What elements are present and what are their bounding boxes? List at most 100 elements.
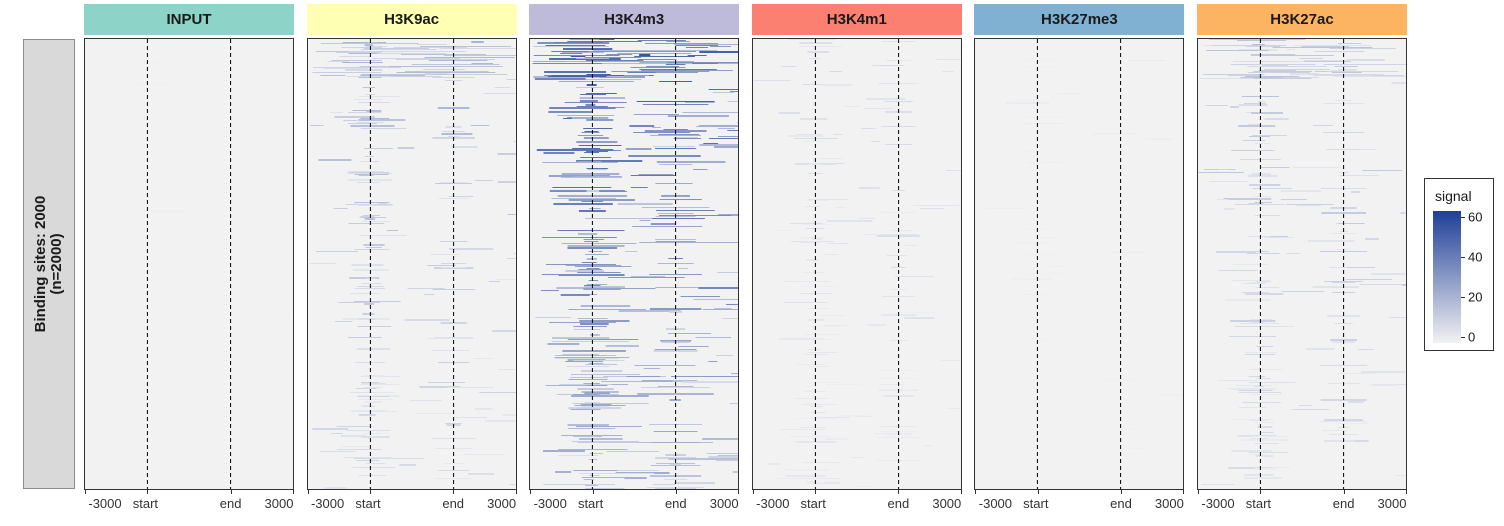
heatmap-cell xyxy=(130,390,163,391)
heatmap-cell xyxy=(666,41,690,42)
heatmap-cell xyxy=(357,326,391,327)
heatmap-cell xyxy=(855,486,872,487)
heatmap-cell xyxy=(505,79,516,80)
heatmap-cell xyxy=(659,215,732,216)
heatmap-cell xyxy=(419,46,511,47)
heatmap-cell xyxy=(1362,170,1403,171)
heatmap-cell xyxy=(1230,106,1239,108)
heatmap-cell xyxy=(674,482,716,484)
heatmap-cell xyxy=(497,181,516,183)
heatmap-cell xyxy=(576,106,608,108)
heatmap-cell xyxy=(687,55,707,56)
heatmap-cell xyxy=(568,199,636,201)
heatmap-cell xyxy=(1145,138,1173,140)
heatmap-cell xyxy=(714,308,732,309)
heatmap-cell xyxy=(637,393,714,395)
heatmap-cell xyxy=(799,293,833,294)
heatmap-cell xyxy=(482,93,516,94)
heatmap-cell xyxy=(589,475,600,476)
heatmap-cell xyxy=(131,83,174,84)
heatmap-cell xyxy=(682,112,739,113)
heatmap-cell xyxy=(1128,448,1148,449)
heatmap-cell xyxy=(1249,369,1282,370)
heatmap-cell xyxy=(343,457,392,458)
heatmap-cell xyxy=(347,123,377,124)
heatmap-cell xyxy=(652,127,662,128)
heatmap-cell xyxy=(586,288,656,289)
heatmap-cell xyxy=(789,223,823,224)
heatmap-cell xyxy=(1204,105,1228,106)
heatmap-cell xyxy=(342,120,358,121)
heatmap-cell xyxy=(356,460,379,461)
heatmap-cell xyxy=(583,479,594,480)
heatmap-cell xyxy=(1230,50,1263,51)
heatmap-cell xyxy=(484,420,516,422)
heatmap-cell xyxy=(862,234,881,235)
heatmap-cell xyxy=(583,383,601,384)
heatmap-cell xyxy=(478,392,516,393)
heatmap-cell xyxy=(561,243,637,244)
heatmap-cell xyxy=(655,287,706,288)
heatmap-cell xyxy=(1209,181,1248,182)
heatmap-cell xyxy=(678,346,709,347)
heatmap-cell xyxy=(834,207,846,208)
heatmap-cell xyxy=(364,156,374,157)
heatmap-cell xyxy=(677,268,689,269)
heatmap-cell xyxy=(1250,282,1268,283)
heatmap-cell xyxy=(1022,443,1045,445)
heatmap-cell xyxy=(547,343,580,345)
heatmap-cell xyxy=(396,72,495,73)
heatmap-cell xyxy=(533,46,610,47)
heatmap-cell xyxy=(1274,61,1317,62)
x-tick-label: start xyxy=(355,496,381,511)
heatmap-cell xyxy=(423,294,434,295)
heatmap-cell xyxy=(562,350,627,352)
heatmap-cell xyxy=(586,74,611,75)
heatmap-cell xyxy=(570,409,601,410)
heatmap-cell xyxy=(1244,103,1266,104)
heatmap-cell xyxy=(584,152,600,153)
heatmap-cell xyxy=(866,98,906,100)
heatmap-cell xyxy=(1217,199,1229,200)
heatmap-cell xyxy=(1313,75,1372,76)
heatmap-cell xyxy=(1255,422,1275,423)
heatmap-cell xyxy=(315,51,349,52)
heatmap-cell xyxy=(685,102,715,103)
heatmap-cell xyxy=(641,70,733,71)
heatmap-cell xyxy=(1261,432,1274,433)
heatmap-cell xyxy=(655,148,697,149)
heatmap-cell xyxy=(805,382,843,383)
heatmap-cell xyxy=(852,457,863,458)
heatmap-cell xyxy=(1338,69,1357,70)
heatmap-cell xyxy=(555,358,620,359)
heatmap-cell xyxy=(1279,77,1319,78)
heatmap-cell xyxy=(346,173,393,174)
heatmap-cell xyxy=(571,374,641,375)
heatmap-cell xyxy=(330,60,382,61)
heatmap-cell xyxy=(650,465,701,466)
heatmap-cell xyxy=(1230,64,1316,65)
heatmap-cell xyxy=(488,281,500,282)
heatmap-cell xyxy=(1265,159,1281,160)
heatmap-cell xyxy=(578,233,598,235)
heatmap-cell xyxy=(1402,284,1406,286)
heatmap-cell xyxy=(1230,320,1276,322)
heatmap-cell xyxy=(1029,400,1044,401)
x-tick-label: -3000 xyxy=(533,496,567,511)
heatmap-cell xyxy=(128,474,162,476)
heatmap-cell xyxy=(1146,199,1184,200)
heatmap-cell xyxy=(418,386,460,388)
heatmap-cell xyxy=(588,169,608,170)
heatmap-cell xyxy=(1299,58,1324,59)
heatmap-cell xyxy=(873,433,913,434)
heatmap-cell xyxy=(800,118,827,120)
heatmap-cell xyxy=(1335,100,1353,101)
heatmap-cell xyxy=(358,161,375,162)
heatmap-cell xyxy=(1057,93,1081,95)
heatmap-cell xyxy=(1223,208,1235,210)
heatmap-cell xyxy=(145,119,154,120)
heatmap-cell xyxy=(1291,409,1330,410)
heatmap-cell xyxy=(580,404,612,405)
heatmap-cell xyxy=(566,366,610,367)
